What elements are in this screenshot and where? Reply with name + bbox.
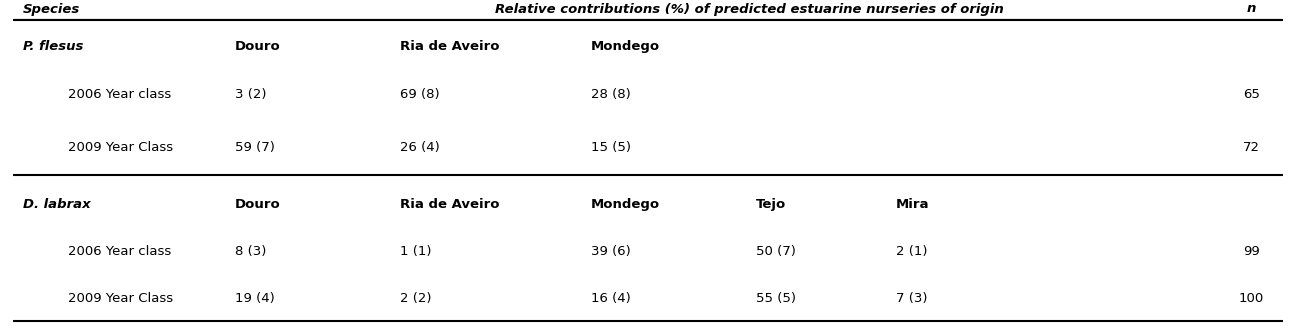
Text: 2 (2): 2 (2)	[400, 293, 432, 305]
Text: Relative contributions (%) of predicted estuarine nurseries of origin: Relative contributions (%) of predicted …	[495, 2, 1004, 15]
Text: Mira: Mira	[896, 199, 929, 211]
Text: 15 (5): 15 (5)	[591, 141, 631, 155]
Text: Mondego: Mondego	[591, 199, 660, 211]
Text: 26 (4): 26 (4)	[400, 141, 441, 155]
Text: 7 (3): 7 (3)	[896, 293, 927, 305]
Text: Douro: Douro	[236, 41, 281, 53]
Text: 2006 Year class: 2006 Year class	[67, 246, 171, 258]
Text: 2009 Year Class: 2009 Year Class	[67, 141, 172, 155]
Text: 69 (8): 69 (8)	[400, 88, 439, 101]
Text: 50 (7): 50 (7)	[756, 246, 796, 258]
Text: 55 (5): 55 (5)	[756, 293, 796, 305]
Text: 100: 100	[1239, 293, 1264, 305]
Text: 99: 99	[1243, 246, 1260, 258]
Text: Mondego: Mondego	[591, 41, 660, 53]
Text: Species: Species	[23, 2, 80, 15]
Text: Douro: Douro	[236, 199, 281, 211]
Text: 28 (8): 28 (8)	[591, 88, 631, 101]
Text: P. flesus: P. flesus	[23, 41, 83, 53]
Text: 19 (4): 19 (4)	[236, 293, 275, 305]
Text: 72: 72	[1243, 141, 1260, 155]
Text: Ria de Aveiro: Ria de Aveiro	[400, 41, 500, 53]
Text: 3 (2): 3 (2)	[236, 88, 267, 101]
Text: 2006 Year class: 2006 Year class	[67, 88, 171, 101]
Text: Ria de Aveiro: Ria de Aveiro	[400, 199, 500, 211]
Text: 16 (4): 16 (4)	[591, 293, 631, 305]
Text: 2 (1): 2 (1)	[896, 246, 927, 258]
Text: 1 (1): 1 (1)	[400, 246, 432, 258]
Text: D. labrax: D. labrax	[23, 199, 91, 211]
Text: 65: 65	[1243, 88, 1260, 101]
Text: 8 (3): 8 (3)	[236, 246, 267, 258]
Text: Tejo: Tejo	[756, 199, 787, 211]
Text: 59 (7): 59 (7)	[236, 141, 275, 155]
Text: 39 (6): 39 (6)	[591, 246, 631, 258]
Text: 2009 Year Class: 2009 Year Class	[67, 293, 172, 305]
Text: n: n	[1247, 2, 1256, 15]
